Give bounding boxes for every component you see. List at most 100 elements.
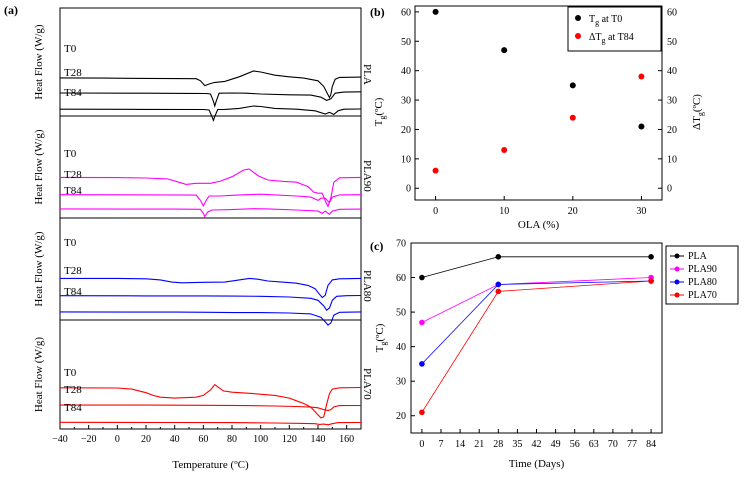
data-point-delta-tg-t84 bbox=[432, 167, 439, 174]
y-axis-label: Heat Flow (W/g) bbox=[33, 337, 45, 412]
legend-marker bbox=[674, 279, 680, 285]
data-point-delta-tg-t84 bbox=[638, 73, 645, 80]
dsc-panel-pla80 bbox=[59, 217, 362, 321]
panel-label-b: (b) bbox=[370, 5, 385, 19]
panel-sample-label: PLA80 bbox=[361, 270, 373, 302]
x-tick-label: 49 bbox=[551, 439, 561, 450]
curve-label-t84: T84 bbox=[64, 286, 82, 298]
y-tick-label-left: 60 bbox=[401, 7, 411, 18]
dsc-chart: T0 T28 T84 PLA Heat Flow (W/g) T0 T28 T84 PLA90 H… bbox=[33, 7, 373, 471]
dsc-curve-pla70-t28 bbox=[60, 404, 362, 412]
dsc-curve-pla80-t0 bbox=[60, 277, 362, 299]
data-point-tg-t0 bbox=[501, 47, 508, 54]
curve-label-t28: T28 bbox=[64, 384, 82, 396]
data-point-tg-t0 bbox=[432, 8, 439, 15]
series-line-pla bbox=[421, 256, 652, 278]
y-axis-label: Tg(ºC) bbox=[374, 323, 388, 352]
x-tick-label: 120 bbox=[282, 434, 297, 445]
plot-frame bbox=[414, 5, 663, 201]
y-tick-label-right: 20 bbox=[667, 125, 677, 136]
panel-sample-label: PLA70 bbox=[361, 368, 373, 400]
x-tick-label: 160 bbox=[339, 434, 354, 445]
legend-marker bbox=[674, 266, 680, 272]
curve-label-t28: T28 bbox=[64, 67, 82, 79]
plot-frame bbox=[410, 242, 663, 434]
y-tick-label-right: 0 bbox=[667, 184, 672, 195]
x-tick-label: 0 bbox=[433, 206, 438, 217]
dsc-panel-pla bbox=[59, 7, 362, 117]
data-point-pla70 bbox=[648, 278, 654, 284]
data-point-pla bbox=[419, 274, 425, 281]
curve-label-t0: T0 bbox=[64, 367, 77, 379]
tg-vs-ola-chart: 0 0 10 10 20 20 30 30 40 40 50 50 60 60 0 10 20 30 OLA (%)… bbox=[373, 5, 705, 231]
panel-sample-label: PLA bbox=[361, 64, 373, 85]
y-tick-label-left: 0 bbox=[406, 184, 411, 195]
y-tick-label: 30 bbox=[396, 377, 406, 388]
x-tick-label: 0 bbox=[115, 434, 120, 445]
y-axis-label: Heat Flow (W/g) bbox=[33, 129, 45, 204]
dsc-curve-pla-t28 bbox=[59, 91, 362, 108]
legend-marker bbox=[575, 33, 581, 39]
y-axis-label-left: Tg(ºC) bbox=[373, 97, 387, 126]
data-point-pla80 bbox=[419, 361, 425, 367]
dsc-curve-pla90-t84 bbox=[59, 208, 362, 218]
x-tick-label: 20 bbox=[568, 206, 578, 217]
dsc-panel-pla90 bbox=[59, 115, 362, 219]
data-point-tg-t0 bbox=[638, 123, 645, 130]
x-tick-label: 10 bbox=[499, 206, 509, 217]
x-axis-label: Temperature (ºC) bbox=[172, 459, 249, 471]
y-tick-label: 40 bbox=[396, 342, 406, 353]
series-line-pla80 bbox=[421, 280, 652, 365]
y-tick-label-right: 30 bbox=[667, 96, 677, 107]
x-tick-label: 84 bbox=[646, 439, 656, 450]
y-tick-label: 60 bbox=[396, 273, 406, 284]
x-tick-label: 80 bbox=[227, 434, 237, 445]
x-tick-label: 30 bbox=[636, 206, 646, 217]
curve-label-t28: T28 bbox=[64, 265, 82, 277]
data-point-pla bbox=[648, 254, 654, 260]
legend-label: PLA bbox=[688, 251, 708, 262]
y-tick-label-right: 40 bbox=[667, 66, 677, 77]
data-point-pla70 bbox=[495, 288, 502, 295]
x-tick-label: 100 bbox=[253, 434, 268, 445]
legend-label: ΔTg at T84 bbox=[589, 32, 634, 45]
x-tick-label: −20 bbox=[81, 434, 97, 445]
legend-label: PLA90 bbox=[688, 264, 717, 275]
x-tick-label: 14 bbox=[455, 439, 465, 450]
legend-marker bbox=[674, 292, 680, 298]
y-axis-label: Heat Flow (W/g) bbox=[33, 231, 45, 306]
dsc-curve-pla70-t0 bbox=[59, 383, 362, 419]
x-axis-label: OLA (%) bbox=[518, 219, 560, 231]
x-tick-label: 42 bbox=[532, 439, 542, 450]
y-tick-label-left: 20 bbox=[401, 125, 411, 136]
data-point-delta-tg-t84 bbox=[569, 114, 576, 121]
y-tick-label: 50 bbox=[396, 308, 406, 319]
panel-label-a: (a) bbox=[4, 3, 18, 17]
x-axis-label: Time (Days) bbox=[509, 458, 565, 470]
curve-label-t84: T84 bbox=[64, 185, 82, 197]
data-point-tg-t0 bbox=[569, 82, 576, 89]
legend-marker bbox=[674, 253, 680, 259]
y-tick-label: 70 bbox=[396, 239, 406, 250]
data-point-pla bbox=[495, 254, 502, 260]
curve-label-t84: T84 bbox=[64, 402, 82, 414]
legend-label: PLA80 bbox=[688, 277, 717, 288]
y-tick-label-right: 50 bbox=[667, 37, 677, 48]
x-tick-label: 56 bbox=[570, 439, 580, 450]
data-point-pla90 bbox=[419, 319, 425, 326]
dsc-curve-pla-t0 bbox=[59, 70, 362, 99]
y-tick-label-left: 30 bbox=[401, 96, 411, 107]
series-line-pla90 bbox=[421, 277, 652, 323]
x-tick-label: 7 bbox=[439, 439, 444, 450]
x-tick-label: 40 bbox=[170, 434, 180, 445]
x-tick-label: 21 bbox=[474, 439, 484, 450]
y-axis-label-right: ΔTg(ºC) bbox=[691, 94, 705, 130]
curve-label-t28: T28 bbox=[64, 169, 82, 181]
x-tick-label: −40 bbox=[52, 434, 68, 445]
tg-vs-time-chart: 20 30 40 50 60 70 0 7 14 21 28 35 42 49 56 63 70 77 84 Time… bbox=[374, 239, 739, 470]
y-tick-label-right: 60 bbox=[667, 7, 677, 18]
dsc-curve-pla-t84 bbox=[59, 105, 362, 123]
dsc-curve-pla90-t0 bbox=[59, 168, 362, 208]
legend-marker bbox=[575, 15, 581, 21]
dsc-panel-pla70 bbox=[59, 319, 362, 430]
